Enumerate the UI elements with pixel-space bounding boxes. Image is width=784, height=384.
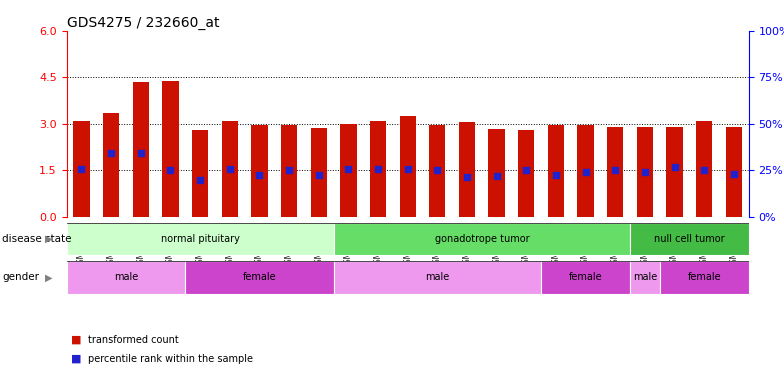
Bar	[660, 261, 749, 294]
Point	[105, 150, 118, 156]
Bar	[67, 223, 333, 255]
Bar	[333, 223, 630, 255]
Point	[223, 166, 236, 172]
Point	[372, 166, 384, 172]
Point	[313, 172, 325, 178]
Point	[283, 167, 296, 174]
Text: male: male	[114, 272, 138, 283]
Bar	[666, 127, 683, 217]
Bar	[370, 121, 387, 217]
Text: male: male	[425, 272, 449, 283]
Text: normal pituitary: normal pituitary	[161, 234, 240, 244]
Text: ▶: ▶	[45, 234, 53, 244]
Bar	[541, 261, 630, 294]
Point	[520, 167, 532, 174]
Text: transformed count: transformed count	[88, 335, 179, 345]
Point	[401, 166, 414, 172]
Text: ■: ■	[71, 335, 81, 345]
Bar	[251, 126, 267, 217]
Text: GDS4275 / 232660_at: GDS4275 / 232660_at	[67, 16, 220, 30]
Bar	[103, 113, 119, 217]
Bar	[192, 130, 209, 217]
Text: female: female	[569, 272, 602, 283]
Point	[609, 167, 622, 174]
Bar	[578, 125, 593, 217]
Text: null cell tumor: null cell tumor	[654, 234, 724, 244]
Bar	[630, 261, 660, 294]
Text: gonadotrope tumor: gonadotrope tumor	[434, 234, 529, 244]
Text: gender: gender	[2, 272, 39, 283]
Point	[342, 166, 354, 172]
Point	[490, 173, 503, 179]
Bar	[488, 129, 505, 217]
Bar	[400, 116, 416, 217]
Bar	[548, 125, 564, 217]
Bar	[340, 124, 357, 217]
Point	[579, 169, 592, 175]
Bar	[726, 127, 742, 217]
Text: percentile rank within the sample: percentile rank within the sample	[88, 354, 252, 364]
Point	[461, 174, 474, 180]
Point	[75, 166, 88, 172]
Bar	[607, 127, 623, 217]
Bar	[696, 121, 713, 217]
Bar	[518, 130, 535, 217]
Point	[728, 171, 740, 177]
Text: disease state: disease state	[2, 234, 72, 244]
Bar	[630, 223, 749, 255]
Point	[164, 167, 176, 174]
Bar	[310, 129, 327, 217]
Point	[639, 169, 652, 175]
Bar	[459, 122, 475, 217]
Bar	[333, 261, 541, 294]
Point	[194, 177, 206, 183]
Bar	[281, 126, 297, 217]
Bar	[67, 261, 185, 294]
Bar	[222, 121, 238, 217]
Point	[253, 172, 266, 178]
Bar	[637, 127, 653, 217]
Bar	[185, 261, 333, 294]
Text: female: female	[242, 272, 276, 283]
Text: ■: ■	[71, 354, 81, 364]
Text: male: male	[633, 272, 657, 283]
Text: ▶: ▶	[45, 272, 53, 283]
Point	[431, 167, 444, 174]
Bar	[132, 82, 149, 217]
Point	[135, 150, 147, 156]
Text: female: female	[688, 272, 721, 283]
Point	[668, 164, 681, 170]
Bar	[74, 121, 89, 217]
Bar	[429, 125, 445, 217]
Bar	[162, 81, 179, 217]
Point	[550, 172, 562, 178]
Point	[698, 167, 710, 174]
